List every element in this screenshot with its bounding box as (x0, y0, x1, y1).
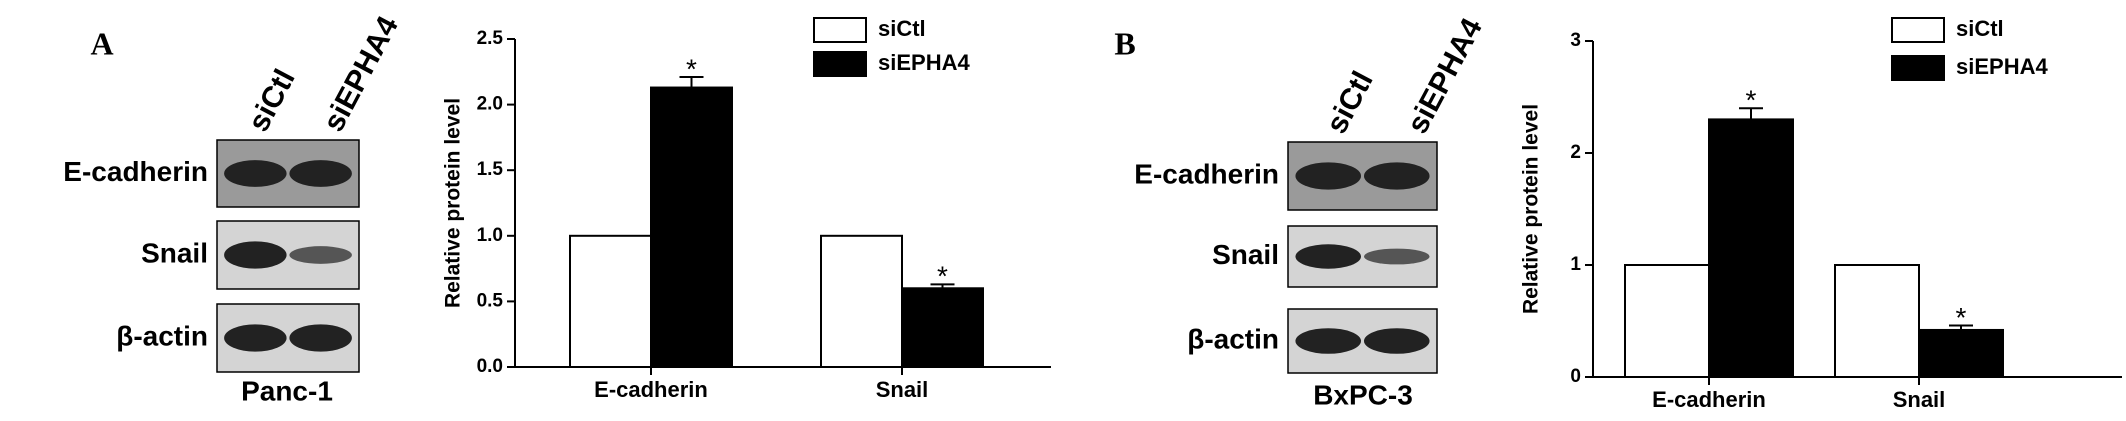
bar (820, 234, 903, 368)
protein-label: E-cadherin (1134, 158, 1279, 189)
blot-band (1295, 328, 1362, 354)
blot-band (1295, 162, 1362, 190)
lane-label: siEPHA4 (1401, 13, 1489, 139)
protein-label: Snail (1212, 239, 1279, 270)
bar (1624, 264, 1710, 378)
blot-band (1363, 248, 1430, 265)
y-tick-label: 2.0 (477, 94, 503, 115)
y-tick-label: 0 (1570, 366, 1581, 387)
blot-band (289, 324, 352, 352)
legend-label: siEPHA4 (1956, 54, 2048, 79)
panel-label: A (90, 25, 113, 61)
blot-band (289, 160, 352, 187)
bar (1918, 328, 2004, 378)
cell-line-label: Panc-1 (241, 375, 333, 406)
legend-label: siCtl (878, 16, 926, 41)
y-axis-title: Relative protein level (442, 98, 465, 308)
significance-mark: * (686, 53, 697, 84)
blot-band (1363, 328, 1430, 354)
x-tick-label: Snail (876, 377, 929, 402)
x-tick-label: E-cadherin (1652, 387, 1766, 412)
blot-band (1363, 162, 1430, 190)
legend-swatch (1891, 17, 1945, 43)
y-tick-label: 3 (1570, 30, 1581, 51)
legend-label: siEPHA4 (878, 50, 970, 75)
y-tick-label: 2 (1570, 142, 1581, 163)
y-tick-label: 2.5 (477, 28, 504, 49)
x-tick-label: E-cadherin (594, 377, 708, 402)
legend-swatch (813, 17, 867, 43)
blot-band (224, 241, 287, 269)
significance-mark: * (937, 261, 948, 292)
blot-band (289, 246, 352, 264)
y-tick-label: 1.0 (477, 225, 503, 246)
significance-mark: * (1746, 85, 1757, 116)
y-tick-label: 0.5 (477, 290, 504, 311)
x-tick-label: Snail (1893, 387, 1946, 412)
lane-label: siCtl (242, 64, 302, 137)
y-axis-title: Relative protein level (1520, 104, 1543, 314)
significance-mark: * (1956, 302, 1967, 333)
bar (1834, 264, 1920, 378)
y-tick-label: 1.5 (477, 159, 504, 180)
legend-swatch (813, 51, 867, 77)
cell-line-label: BxPC-3 (1313, 379, 1413, 410)
protein-label: Snail (141, 237, 208, 268)
panel-label: B (1114, 25, 1135, 61)
y-tick-label: 0.0 (477, 356, 503, 377)
protein-label: β-actin (116, 320, 208, 351)
blot-band (224, 160, 287, 187)
legend-label: siCtl (1956, 16, 2004, 41)
bar (569, 234, 652, 368)
protein-label: E-cadherin (63, 156, 208, 187)
protein-label: β-actin (1187, 323, 1279, 354)
blot-band (1295, 244, 1362, 269)
bar (650, 86, 733, 368)
legend-swatch (1891, 55, 1945, 81)
y-tick-label: 1 (1570, 254, 1581, 275)
lane-label: siCtl (1320, 66, 1380, 139)
blot-band (224, 324, 287, 352)
bar (1708, 118, 1794, 379)
bar (901, 287, 984, 368)
lane-label: siEPHA4 (317, 11, 405, 137)
